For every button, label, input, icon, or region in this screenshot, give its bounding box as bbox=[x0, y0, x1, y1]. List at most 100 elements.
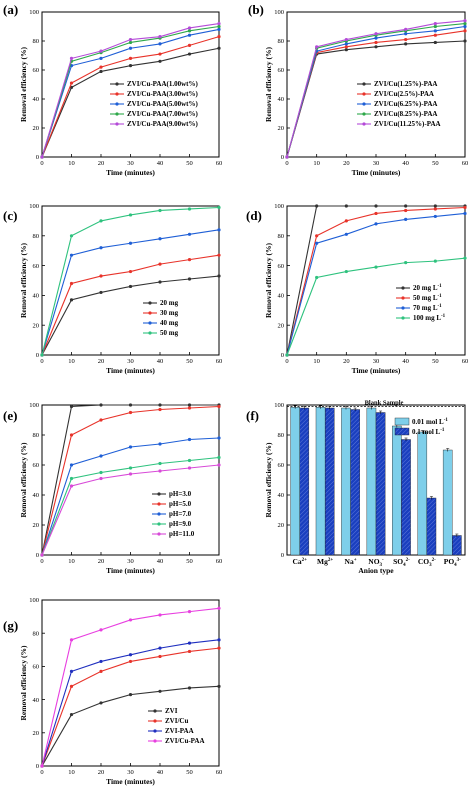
y-tick-label: 80 bbox=[278, 38, 285, 45]
x-tick-label: 30 bbox=[373, 358, 380, 365]
panel-label: (a) bbox=[3, 2, 18, 17]
x-tick-label: 0 bbox=[40, 358, 43, 365]
x-tick-label: 10 bbox=[68, 769, 75, 776]
data-point bbox=[158, 280, 162, 284]
legend-marker bbox=[148, 311, 152, 315]
data-point bbox=[433, 207, 437, 211]
legend-marker bbox=[362, 112, 366, 116]
series-5 bbox=[40, 22, 221, 159]
x-tick-label: 60 bbox=[462, 160, 469, 167]
data-point bbox=[404, 37, 408, 42]
data-point bbox=[69, 669, 74, 673]
category-label: Mg2+ bbox=[317, 557, 333, 566]
data-point bbox=[158, 689, 162, 693]
x-tick-label: 10 bbox=[313, 358, 320, 365]
series-line bbox=[41, 456, 220, 556]
data-point bbox=[99, 65, 103, 69]
data-point bbox=[463, 256, 467, 260]
x-tick-label: 40 bbox=[402, 358, 409, 365]
data-point bbox=[187, 33, 192, 37]
data-point bbox=[187, 610, 192, 614]
y-axis-label: Removal efficiency (%) bbox=[19, 645, 28, 720]
panel-label: (e) bbox=[3, 408, 17, 423]
legend-label: pH=9.0 bbox=[169, 520, 192, 528]
legend-label: 0.01 mol L-1 bbox=[412, 418, 448, 426]
x-tick-label: 10 bbox=[68, 358, 75, 365]
x-axis-label: Time (minutes) bbox=[352, 366, 401, 375]
data-point bbox=[99, 418, 103, 422]
data-point bbox=[217, 684, 221, 688]
legend: ZVI ZVI/Cu ZVI-PAA ZVI/Cu-PAA bbox=[148, 707, 205, 745]
x-tick-label: 50 bbox=[186, 769, 193, 776]
data-point bbox=[69, 81, 74, 85]
legend-marker bbox=[157, 502, 161, 506]
y-tick-label: 100 bbox=[274, 9, 284, 16]
y-tick-label: 40 bbox=[278, 96, 285, 103]
series-line bbox=[286, 205, 465, 356]
blank-sample-label: Blank Sample bbox=[365, 400, 404, 407]
y-tick-label: 20 bbox=[278, 322, 285, 329]
data-point bbox=[463, 19, 467, 23]
legend-label: pH=7.0 bbox=[169, 510, 192, 518]
data-point bbox=[344, 204, 348, 208]
legend-label: 40 mg bbox=[160, 319, 179, 327]
x-tick-label: 30 bbox=[127, 769, 134, 776]
data-point bbox=[69, 234, 74, 238]
data-point bbox=[374, 204, 378, 208]
chart-panel-2: (b) 0 20 40 60 80 100 0 10 20 30 40 50 60 Time (minute… bbox=[248, 2, 468, 177]
x-tick-label: 60 bbox=[216, 769, 223, 776]
y-tick-label: 0 bbox=[281, 154, 284, 161]
data-point bbox=[128, 37, 133, 42]
legend-marker bbox=[362, 82, 366, 86]
data-point bbox=[344, 269, 348, 274]
chart-panel-3: (c) 0 20 40 60 80 100 0 10 20 30 40 50 60 Time (minute… bbox=[3, 203, 222, 375]
bar bbox=[315, 407, 326, 556]
legend-marker bbox=[148, 321, 152, 325]
data-point bbox=[315, 45, 319, 49]
data-point bbox=[128, 56, 133, 61]
data-point bbox=[128, 241, 133, 245]
legend-label: ZVI/Cu(1.25%)-PAA bbox=[374, 80, 437, 88]
y-tick-label: 20 bbox=[33, 125, 40, 132]
series-line bbox=[41, 647, 220, 767]
data-point bbox=[99, 274, 103, 278]
data-point bbox=[128, 693, 133, 697]
chart-panel-5: (e) 0 20 40 60 80 100 0 10 20 30 40 50 60 Time (minute… bbox=[3, 402, 222, 575]
data-point bbox=[433, 24, 437, 29]
legend-marker bbox=[153, 739, 157, 743]
x-tick-label: 60 bbox=[216, 558, 223, 565]
data-point bbox=[404, 27, 408, 31]
y-tick-label: 80 bbox=[278, 233, 285, 240]
x-tick-label: 40 bbox=[157, 358, 164, 365]
bar bbox=[350, 409, 360, 556]
data-point bbox=[217, 27, 221, 31]
panel-label: (f) bbox=[246, 408, 259, 423]
data-point bbox=[463, 22, 467, 26]
data-point bbox=[187, 43, 192, 47]
y-tick-label: 80 bbox=[33, 233, 40, 240]
category-label: CO32- bbox=[418, 557, 436, 568]
data-point bbox=[315, 204, 319, 208]
data-point bbox=[69, 463, 74, 467]
category-label: PO43- bbox=[444, 557, 461, 568]
legend-label: ZVI/Cu(11.25%)-PAA bbox=[374, 120, 441, 128]
data-point bbox=[128, 466, 133, 470]
data-point bbox=[40, 553, 44, 557]
legend-marker bbox=[115, 102, 119, 106]
category-label: Na+ bbox=[345, 557, 357, 566]
data-point bbox=[40, 155, 44, 159]
data-point bbox=[187, 29, 192, 33]
panel-label: (c) bbox=[3, 208, 17, 223]
data-point bbox=[217, 436, 221, 440]
data-point bbox=[69, 484, 74, 488]
y-axis-label: Removal efficiency (%) bbox=[19, 243, 28, 318]
legend: 20 mg L-1 50 mg L-1 70 mg L-1 100 mg L-1 bbox=[396, 284, 446, 322]
legend-marker bbox=[157, 492, 161, 496]
data-point bbox=[187, 437, 192, 442]
data-point bbox=[128, 40, 133, 45]
data-point bbox=[187, 403, 192, 407]
x-tick-label: 20 bbox=[98, 358, 105, 365]
data-point bbox=[217, 274, 221, 278]
category-label: NO3- bbox=[368, 557, 384, 568]
